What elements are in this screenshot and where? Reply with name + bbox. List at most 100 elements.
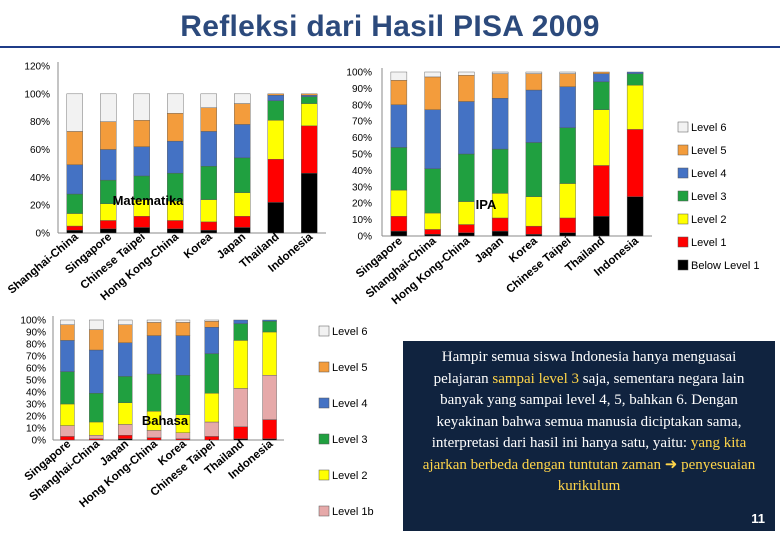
legend-label: Level 3 bbox=[332, 434, 367, 446]
bar-segment-below-level-1 bbox=[525, 234, 543, 237]
arrow-right-icon: ➜ bbox=[664, 456, 678, 473]
bar-segment-level-2 bbox=[60, 403, 75, 426]
bar-segment-level-2 bbox=[89, 421, 104, 436]
bar-segment-level-2 bbox=[593, 109, 610, 166]
legend-label: Level 2 bbox=[332, 470, 367, 482]
y-tick-label: 80% bbox=[352, 100, 372, 111]
bar-segment-level-4 bbox=[146, 335, 162, 375]
bar-segment-level-5 bbox=[458, 75, 475, 102]
bar-segment-below-level-1 bbox=[100, 228, 117, 234]
bar-segment-level-6 bbox=[146, 319, 162, 323]
category-label: Korea bbox=[182, 231, 215, 262]
legend-swatch-below-level-1 bbox=[677, 259, 689, 271]
info-text-2: saja, sementara negara lain banyak yang … bbox=[431, 370, 745, 452]
bar-segment-level-1b bbox=[262, 375, 277, 420]
bar-segment-level-2 bbox=[262, 331, 277, 376]
bar-segment-level-6 bbox=[491, 71, 509, 74]
bar-segment-below-level-1 bbox=[234, 227, 251, 234]
bar-segment-level-5 bbox=[117, 324, 133, 343]
bar-segment-level-1 bbox=[100, 220, 117, 230]
bar-segment-level-4 bbox=[525, 89, 543, 143]
bar-segment-level-6 bbox=[390, 71, 408, 81]
bar-segment-level-6 bbox=[89, 319, 104, 330]
bar-segment-below-level-1 bbox=[559, 232, 576, 237]
bar-segment-level-2 bbox=[204, 393, 220, 423]
legend-label: Level 6 bbox=[332, 326, 367, 338]
bar-segment-level-6 bbox=[200, 93, 217, 108]
y-tick-label: 100% bbox=[24, 89, 50, 100]
y-tick-label: 80% bbox=[26, 340, 46, 351]
bar-segment-level-1 bbox=[525, 225, 543, 235]
bar-segment-level-5 bbox=[390, 79, 408, 105]
legend-swatch-level-1b bbox=[318, 505, 330, 517]
chart-title: Matematika bbox=[113, 193, 185, 208]
bar-segment-below-level-1 bbox=[491, 230, 509, 237]
bar-segment-level-3 bbox=[559, 127, 576, 184]
bar-segment-level-5 bbox=[200, 107, 217, 132]
y-tick-label: 10% bbox=[26, 424, 46, 435]
bar-segment-level-1 bbox=[200, 221, 217, 231]
bar-segment-level-2 bbox=[424, 212, 441, 230]
bar-segment-level-1b bbox=[175, 432, 191, 439]
y-tick-label: 40% bbox=[26, 388, 46, 399]
bar-segment-level-1b bbox=[89, 435, 104, 440]
legend-swatch-level-2 bbox=[677, 213, 689, 225]
bar-segment-level-1 bbox=[593, 165, 610, 217]
bar-segment-level-5 bbox=[424, 76, 441, 110]
bar-segment-level-4 bbox=[390, 104, 408, 148]
y-tick-label: 30% bbox=[352, 182, 372, 193]
info-textbox: Hampir semua siswa Indonesia hanya mengu… bbox=[403, 341, 775, 531]
bar-segment-level-1b bbox=[60, 425, 75, 437]
slide-title: Refleksi dari Hasil PISA 2009 bbox=[180, 10, 600, 43]
legend-swatch-level-5 bbox=[677, 144, 689, 156]
bar-segment-level-5 bbox=[267, 93, 284, 96]
y-tick-label: 40% bbox=[352, 166, 372, 177]
bar-segment-level-4 bbox=[424, 109, 441, 169]
bar-segment-level-3 bbox=[234, 157, 251, 193]
bar-segment-level-2 bbox=[66, 213, 83, 227]
y-tick-label: 100% bbox=[346, 68, 372, 79]
bar-segment-level-2 bbox=[525, 196, 543, 227]
bar-segment-level-4 bbox=[234, 124, 251, 159]
legend-swatch-level-4 bbox=[318, 397, 330, 409]
y-tick-label: 90% bbox=[352, 84, 372, 95]
bar-segment-level-1 bbox=[133, 216, 150, 228]
y-tick-label: 80% bbox=[30, 117, 50, 128]
bar-segment-level-1 bbox=[301, 125, 318, 174]
chart-title: IPA bbox=[476, 197, 497, 212]
bar-segment-level-6 bbox=[424, 71, 441, 78]
legend-bottom: Level 6 Level 5 Level 4 Level 3 Level 2 Level… bbox=[318, 325, 374, 518]
bar-segment-level-6 bbox=[458, 71, 475, 76]
bar-segment-level-1 bbox=[262, 419, 277, 440]
bar-segment-level-2 bbox=[301, 103, 318, 127]
bar-segment-level-5 bbox=[559, 73, 576, 87]
bar-segment-level-3 bbox=[390, 147, 408, 191]
bar-segment-level-4 bbox=[175, 335, 191, 376]
bar-segment-level-4 bbox=[89, 349, 104, 394]
bar-segment-level-3 bbox=[267, 100, 284, 121]
bar-segment-level-3 bbox=[424, 168, 441, 214]
bar-segment-level-5 bbox=[167, 113, 184, 142]
page-number: 11 bbox=[751, 510, 765, 526]
bar-segment-level-6 bbox=[525, 71, 543, 74]
bar-segment-level-4 bbox=[267, 95, 284, 101]
bar-segment-level-5 bbox=[146, 322, 162, 336]
bar-segment-level-1 bbox=[424, 229, 441, 235]
bar-segment-level-4 bbox=[491, 98, 509, 150]
bar-segment-level-3 bbox=[491, 148, 509, 194]
bar-segment-level-5 bbox=[525, 73, 543, 91]
bar-segment-level-4 bbox=[262, 319, 277, 322]
y-tick-label: 0% bbox=[36, 229, 51, 240]
bar-segment-level-4 bbox=[117, 342, 133, 377]
bar-segment-level-1b bbox=[146, 430, 162, 438]
chart-ipa: 0%10%20%30%40%50%60%70%80%90%100%Singapo… bbox=[346, 68, 652, 307]
title-underline bbox=[0, 46, 780, 48]
bar-segment-level-6 bbox=[66, 93, 83, 132]
y-tick-label: 20% bbox=[352, 199, 372, 210]
bar-segment-level-2 bbox=[200, 199, 217, 223]
info-highlight-taught: yang kita ajarkan berbeda dengan tuntuta… bbox=[422, 435, 747, 473]
legend-label: Level 1 bbox=[691, 237, 726, 249]
bar-segment-level-6 bbox=[234, 93, 251, 104]
bar-segment-level-1 bbox=[66, 225, 83, 231]
bar-segment-level-1 bbox=[491, 217, 509, 232]
